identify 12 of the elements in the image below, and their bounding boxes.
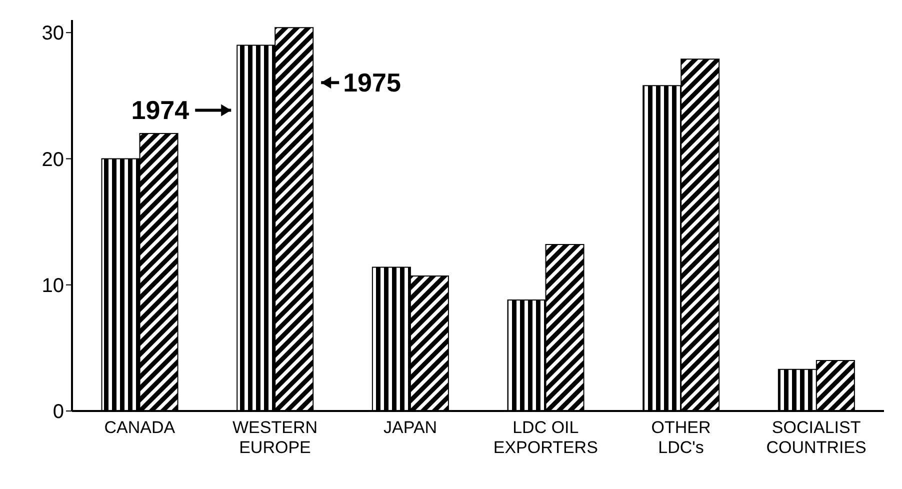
y-tick-label: 0 <box>52 401 64 424</box>
x-tick-label: CANADA <box>104 418 176 437</box>
series-label: 1974 <box>131 95 190 126</box>
series-label: 1975 <box>343 68 401 98</box>
x-tick-label: LDC OIL EXPORTERS <box>493 418 598 457</box>
y-tick-label: 10 <box>42 274 64 297</box>
x-tick-label: WESTERN EUROPE <box>232 418 318 457</box>
x-tick-label: JAPAN <box>384 418 438 437</box>
x-tick-label: SOCIALIST COUNTRIES <box>766 418 866 457</box>
y-tick-label: 30 <box>42 22 64 45</box>
y-tick-label: 20 <box>42 148 64 171</box>
x-tick-label: OTHER LDC's <box>651 418 711 457</box>
